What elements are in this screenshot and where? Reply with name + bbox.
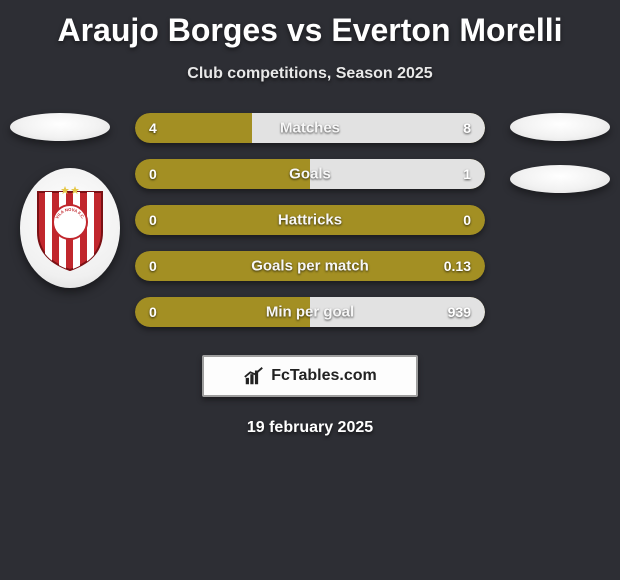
comparison-panel: VILA NOVA F.C. 4 Matches 8 0 Goals 1 0 Hattrick… — [0, 113, 620, 343]
stat-row: 0 Goals 1 — [135, 159, 485, 189]
player-right-oval-1 — [510, 113, 610, 141]
stat-value-left: 0 — [149, 212, 157, 228]
logo-text: FcTables.com — [271, 367, 377, 385]
stat-label: Goals — [289, 166, 331, 183]
page-title: Araujo Borges vs Everton Morelli — [0, 0, 620, 49]
stat-value-right: 8 — [463, 120, 471, 136]
stat-row: 0 Hattricks 0 — [135, 205, 485, 235]
bar-right-fill — [310, 159, 485, 189]
stat-value-left: 4 — [149, 120, 157, 136]
stat-value-left: 0 — [149, 258, 157, 274]
stat-row: 0 Goals per match 0.13 — [135, 251, 485, 281]
player-right-oval-2 — [510, 165, 610, 193]
stat-value-right: 939 — [448, 304, 471, 320]
subtitle: Club competitions, Season 2025 — [0, 65, 620, 83]
stat-row: 4 Matches 8 — [135, 113, 485, 143]
stat-label: Goals per match — [251, 258, 369, 275]
date-label: 19 february 2025 — [0, 419, 620, 437]
stat-value-right: 1 — [463, 166, 471, 182]
stat-bars: 4 Matches 8 0 Goals 1 0 Hattricks 0 0 Goals per ma… — [135, 113, 485, 343]
fctables-logo: FcTables.com — [202, 355, 418, 397]
stat-value-right: 0 — [463, 212, 471, 228]
shield-icon: VILA NOVA F.C. — [33, 184, 107, 272]
stat-value-left: 0 — [149, 304, 157, 320]
stat-row: 0 Min per goal 939 — [135, 297, 485, 327]
player-left-oval-1 — [10, 113, 110, 141]
chart-icon — [243, 365, 265, 387]
stat-value-left: 0 — [149, 166, 157, 182]
stat-label: Hattricks — [278, 212, 342, 229]
stat-value-right: 0.13 — [444, 258, 471, 274]
stat-label: Matches — [280, 120, 340, 137]
club-shield: VILA NOVA F.C. — [20, 168, 120, 288]
stat-label: Min per goal — [266, 304, 354, 321]
